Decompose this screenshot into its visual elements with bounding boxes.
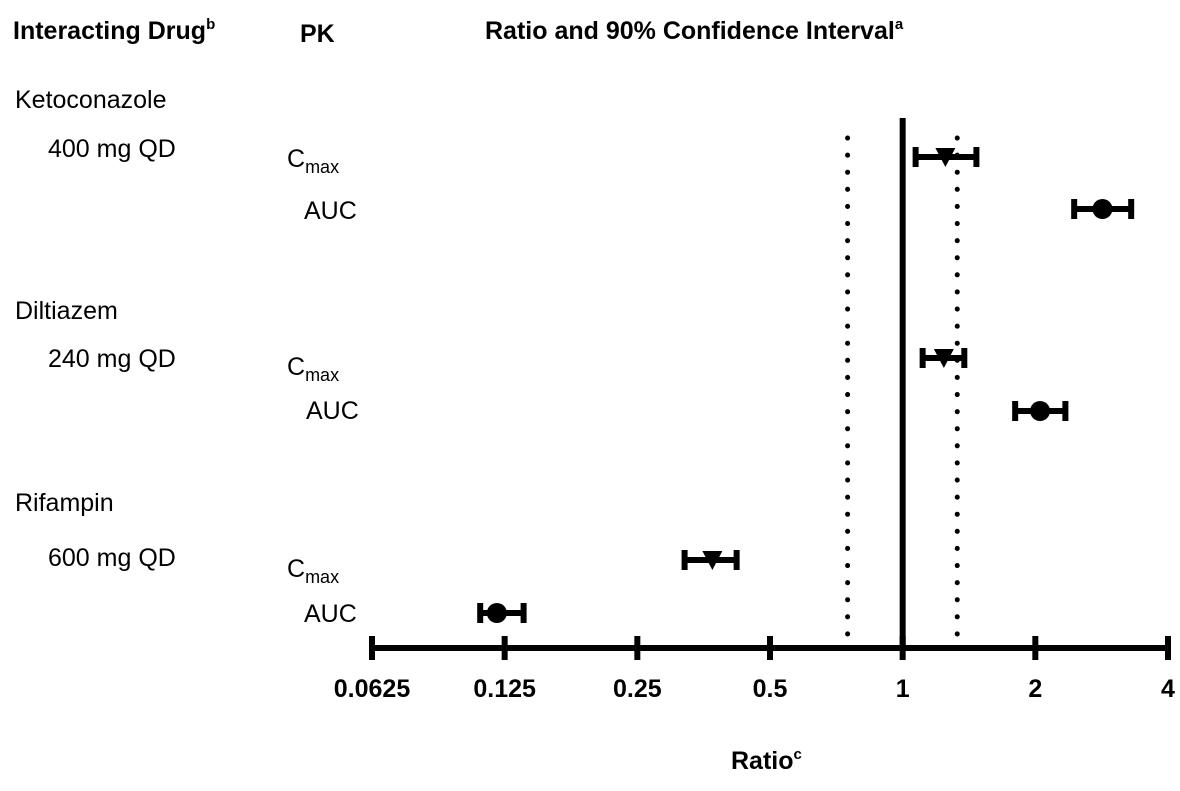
x-tick-label: 2 — [1028, 675, 1042, 703]
header-pk: PK — [300, 20, 335, 48]
x-tick-label: 0.0625 — [334, 675, 411, 703]
x-axis-title: Ratioc — [731, 746, 802, 776]
x-axis-title-sup: c — [793, 746, 802, 763]
point-estimate-circle — [486, 603, 507, 623]
header-ratio-ci-text: Ratio and 90% Confidence Interval — [485, 17, 895, 45]
drug-name-diltiazem: Diltiazem — [15, 297, 118, 325]
header-interacting-drug: Interacting Drugb — [13, 16, 215, 46]
pk-cmax-sub: max — [305, 365, 340, 385]
x-tick-label: 0.125 — [473, 675, 536, 703]
pk-cmax-main: C — [287, 353, 306, 381]
header-interacting-drug-sup: b — [206, 16, 216, 33]
header-ratio-ci-sup: a — [894, 16, 904, 33]
point-estimate-circle — [1030, 401, 1051, 421]
pk-cmax-main: C — [287, 145, 306, 173]
drug-dose-diltiazem: 240 mg QD — [48, 345, 176, 373]
x-tick-label: 4 — [1161, 675, 1175, 703]
drug-dose-rifampin: 600 mg QD — [48, 544, 176, 572]
point-estimate-circle — [1092, 199, 1113, 219]
x-tick-label: 0.5 — [753, 675, 788, 703]
pk-label-auc: AUC — [306, 397, 359, 425]
drug-name-rifampin: Rifampin — [15, 489, 114, 517]
x-tick-label: 1 — [896, 675, 910, 703]
pk-label-cmax: Cmax — [287, 145, 339, 178]
point-estimate-triangle — [702, 551, 723, 570]
point-estimate-triangle — [933, 349, 954, 368]
drug-name-ketoconazole: Ketoconazole — [15, 86, 167, 114]
x-axis-title-text: Ratio — [731, 747, 794, 775]
pk-label-cmax: Cmax — [287, 353, 339, 386]
header-ratio-ci: Ratio and 90% Confidence Intervala — [485, 16, 903, 46]
pk-label-auc: AUC — [304, 197, 357, 225]
point-estimate-triangle — [935, 148, 956, 167]
pk-label-cmax: Cmax — [287, 555, 339, 588]
pk-label-auc: AUC — [304, 600, 357, 628]
header-interacting-drug-text: Interacting Drug — [13, 17, 207, 45]
drug-dose-ketoconazole: 400 mg QD — [48, 135, 176, 163]
x-tick-label: 0.25 — [613, 675, 662, 703]
pk-cmax-sub: max — [305, 157, 340, 177]
pk-cmax-main: C — [287, 555, 306, 583]
pk-cmax-sub: max — [305, 567, 340, 587]
